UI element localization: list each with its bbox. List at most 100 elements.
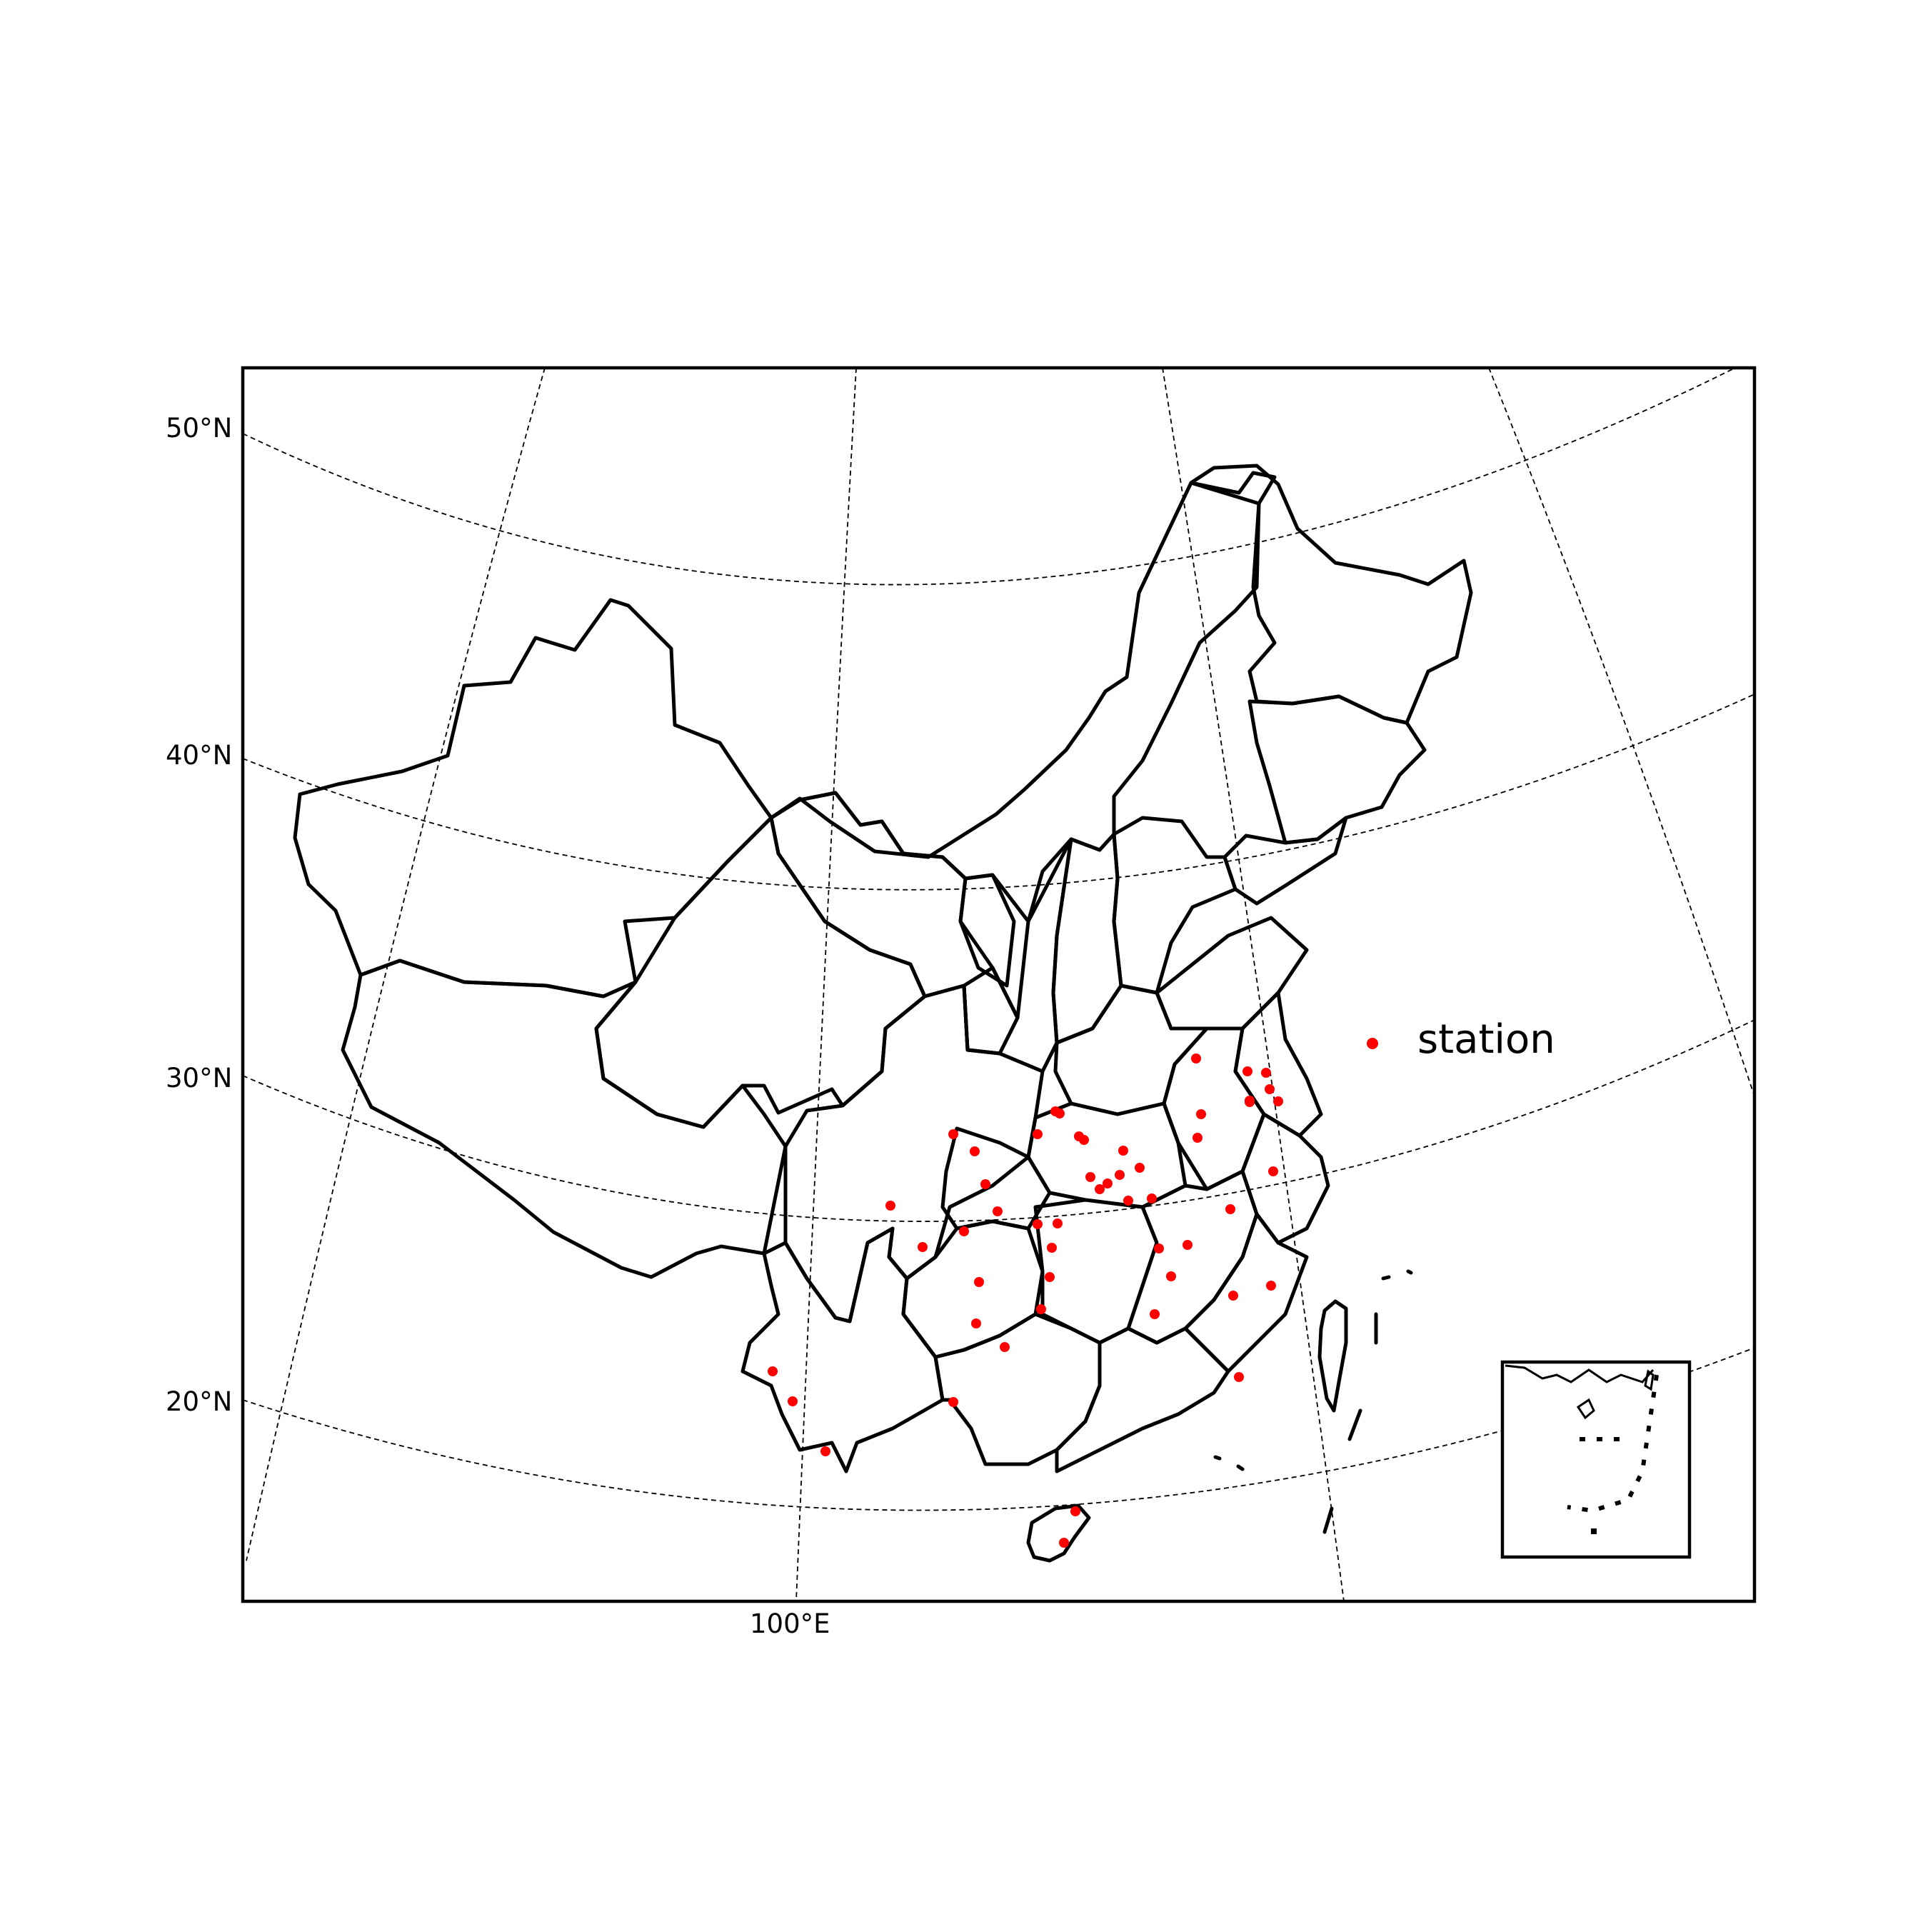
station-marker: [1070, 1506, 1080, 1516]
station-marker: [1261, 1068, 1271, 1078]
lon-label-100e: 100°E: [750, 1608, 830, 1639]
station-marker: [1191, 1053, 1201, 1063]
jilin-boundary: [1247, 694, 1427, 845]
taiwan-boundary: [1317, 1299, 1348, 1413]
station-marker: [1033, 1219, 1043, 1229]
station-marker: [788, 1396, 798, 1406]
shanxi-boundary: [1051, 832, 1123, 1045]
liaoning-boundary: [1222, 816, 1348, 906]
station-marker: [1183, 1240, 1193, 1250]
map-frame: [241, 366, 1757, 1603]
legend: station: [1367, 1016, 1555, 1063]
station-marker: [1059, 1538, 1069, 1548]
station-marker: [1273, 1096, 1283, 1106]
guangdong-boundary: [1055, 1326, 1230, 1473]
station-marker: [1085, 1172, 1095, 1182]
inset-taiwan: [1644, 1369, 1655, 1391]
hainan-boundary: [1026, 1503, 1091, 1563]
station-marker: [1115, 1170, 1125, 1180]
meridian-80e: [246, 368, 546, 1561]
inset-frame: [1500, 1360, 1692, 1559]
xinjiang-boundary: [293, 598, 773, 998]
zhejiang-boundary: [1240, 1112, 1330, 1245]
anhui-boundary: [1162, 1026, 1266, 1191]
station-marker: [820, 1446, 830, 1456]
stations: [768, 1053, 1283, 1548]
south-china-sea-inset: [1500, 1360, 1692, 1559]
shandong-boundary: [1155, 916, 1309, 1031]
station-marker: [1053, 1218, 1063, 1228]
station-marker: [1000, 1342, 1010, 1352]
province-boundaries: [293, 464, 1473, 1563]
station-marker: [1047, 1243, 1057, 1253]
yunnan-boundary: [740, 1226, 945, 1473]
meridian-110e: [1162, 368, 1345, 1601]
meridian-120e: [1488, 368, 1754, 1097]
station-marker: [1147, 1193, 1157, 1203]
island-7: [1236, 1464, 1245, 1471]
station-marker: [1118, 1146, 1128, 1156]
station-marker: [1225, 1204, 1235, 1214]
station-marker: [1228, 1291, 1238, 1301]
station-marker: [1245, 1096, 1255, 1106]
heilongjiang-boundary: [1189, 464, 1473, 725]
tibet-boundary: [341, 959, 788, 1279]
station-marker: [971, 1318, 981, 1328]
station-marker: [980, 1179, 990, 1189]
station-marker: [948, 1397, 958, 1407]
legend-station-label: station: [1417, 1016, 1555, 1063]
station-marker: [974, 1277, 984, 1287]
station-marker: [1079, 1135, 1089, 1145]
inset-coastline: [1505, 1364, 1655, 1383]
station-marker: [1268, 1166, 1278, 1176]
hubei-boundary: [1026, 1101, 1188, 1209]
guangxi-boundary: [933, 1312, 1102, 1466]
station-marker: [1095, 1184, 1105, 1194]
lat-label-40n: 40°N: [166, 740, 232, 771]
ningxia-boundary: [958, 873, 1016, 988]
inset-islands: [1591, 1528, 1597, 1534]
guizhou-boundary: [901, 1219, 1045, 1359]
gansu-boundary: [769, 791, 1020, 1056]
station-marker: [1103, 1178, 1113, 1188]
island-6: [1213, 1455, 1222, 1461]
station-marker: [1033, 1129, 1043, 1139]
station-marker: [1242, 1066, 1252, 1076]
station-marker: [948, 1129, 958, 1139]
station-marker: [1266, 1281, 1276, 1291]
hebei-boundary: [1112, 816, 1237, 995]
henan-boundary: [1053, 983, 1209, 1116]
station-marker: [885, 1201, 895, 1211]
island-3: [1322, 1506, 1334, 1534]
island-4: [1381, 1275, 1391, 1281]
station-marker: [768, 1366, 778, 1376]
parallel-30n: [243, 1019, 1754, 1222]
qinghai-boundary: [594, 816, 927, 1129]
station-marker: [1045, 1272, 1055, 1282]
inner-mongolia-boundary: [769, 471, 1277, 924]
station-marker: [959, 1226, 969, 1236]
island-5: [1406, 1269, 1413, 1275]
station-marker: [1196, 1109, 1206, 1119]
island-2: [1347, 1408, 1362, 1441]
lat-label-50n: 50°N: [166, 413, 232, 444]
shaanxi-boundary: [962, 837, 1073, 1073]
jiangsu-boundary: [1233, 991, 1323, 1138]
meridian-90e: [795, 368, 857, 1601]
station-marker: [1050, 1106, 1060, 1116]
station-marker: [1036, 1304, 1046, 1314]
station-marker: [918, 1242, 928, 1252]
station-marker: [1265, 1084, 1275, 1094]
lat-label-30n: 30°N: [166, 1063, 232, 1093]
station-marker: [1150, 1309, 1160, 1319]
station-marker: [1154, 1243, 1164, 1253]
station-marker: [1123, 1196, 1133, 1206]
parallel-50n: [243, 368, 1736, 586]
legend-station-marker: [1367, 1038, 1378, 1049]
inset-dashed-boundary: [1567, 1374, 1659, 1513]
station-marker: [993, 1206, 1003, 1216]
lat-label-20n: 20°N: [166, 1386, 232, 1417]
station-marker: [970, 1146, 980, 1156]
inset-hainan: [1576, 1398, 1595, 1420]
